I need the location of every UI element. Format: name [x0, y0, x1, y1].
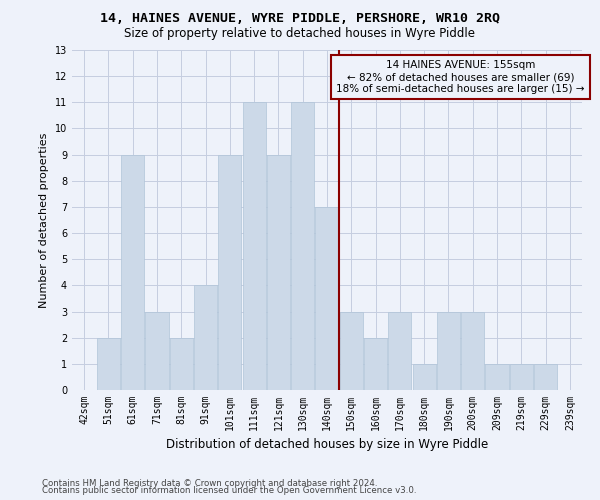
Bar [97, 338, 120, 390]
Bar [218, 154, 241, 390]
Text: 14 HAINES AVENUE: 155sqm
← 82% of detached houses are smaller (69)
18% of semi-d: 14 HAINES AVENUE: 155sqm ← 82% of detach… [337, 60, 585, 94]
Y-axis label: Number of detached properties: Number of detached properties [39, 132, 49, 308]
Text: Size of property relative to detached houses in Wyre Piddle: Size of property relative to detached ho… [125, 28, 476, 40]
Bar [461, 312, 484, 390]
Bar [121, 154, 144, 390]
Text: Contains HM Land Registry data © Crown copyright and database right 2024.: Contains HM Land Registry data © Crown c… [42, 478, 377, 488]
Text: Contains public sector information licensed under the Open Government Licence v3: Contains public sector information licen… [42, 486, 416, 495]
Bar [170, 338, 193, 390]
Bar [291, 102, 314, 390]
X-axis label: Distribution of detached houses by size in Wyre Piddle: Distribution of detached houses by size … [166, 438, 488, 452]
Bar [316, 207, 338, 390]
Bar [437, 312, 460, 390]
Bar [485, 364, 509, 390]
Bar [194, 286, 217, 390]
Bar [364, 338, 387, 390]
Bar [388, 312, 412, 390]
Bar [413, 364, 436, 390]
Bar [510, 364, 533, 390]
Bar [242, 102, 266, 390]
Bar [267, 154, 290, 390]
Bar [145, 312, 169, 390]
Bar [534, 364, 557, 390]
Bar [340, 312, 363, 390]
Text: 14, HAINES AVENUE, WYRE PIDDLE, PERSHORE, WR10 2RQ: 14, HAINES AVENUE, WYRE PIDDLE, PERSHORE… [100, 12, 500, 26]
